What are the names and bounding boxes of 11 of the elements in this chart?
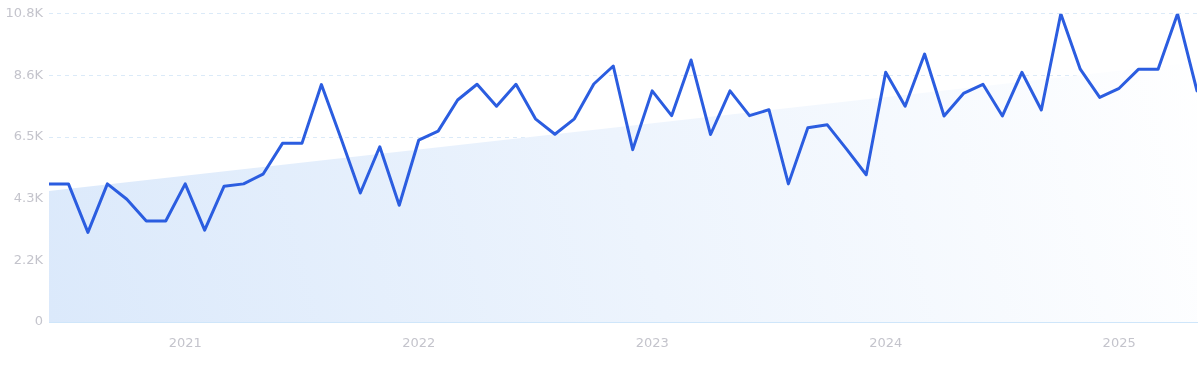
y-tick-label: 2.2K <box>13 251 44 267</box>
y-tick-label: 0 <box>34 313 43 329</box>
x-tick-label: 2023 <box>635 335 669 351</box>
x-tick-label: 2022 <box>402 335 436 351</box>
y-tick-label: 4.3K <box>13 190 44 206</box>
y-tick-label: 10.8K <box>5 5 44 21</box>
x-tick-label: 2024 <box>869 335 903 351</box>
x-tick-label: 2021 <box>168 335 202 351</box>
y-tick-label: 6.5K <box>13 128 44 144</box>
x-tick-label: 2025 <box>1102 335 1136 351</box>
y-tick-label: 8.6K <box>13 66 44 82</box>
